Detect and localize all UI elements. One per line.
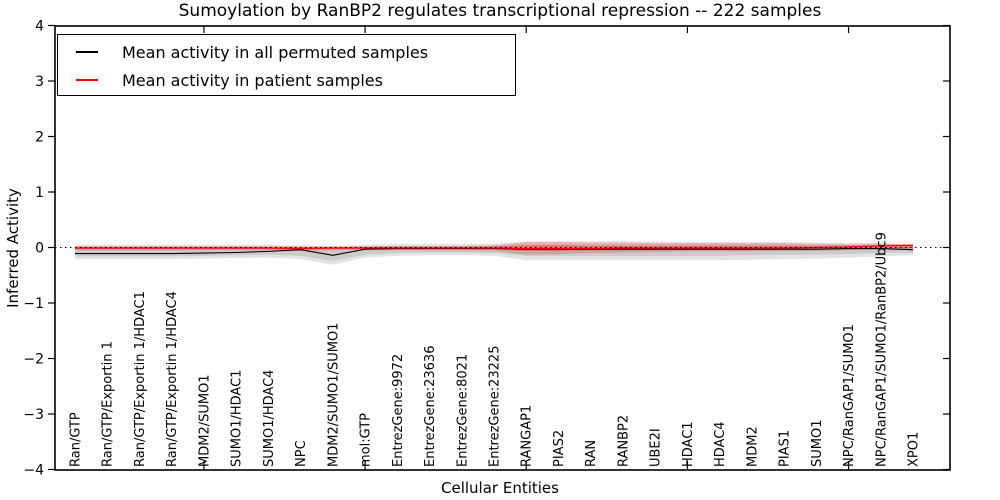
category-label: NPC/RanGAP1/SUMO1 <box>842 324 857 467</box>
legend: Mean activity in all permuted samples Me… <box>57 34 516 96</box>
y-tick-label: 4 <box>35 19 44 35</box>
category-label: HDAC1 <box>681 421 696 467</box>
category-label: NPC/RanGAP1/SUMO1/RanBP2/Ubc9 <box>874 232 889 467</box>
category-label: PIAS1 <box>778 430 793 467</box>
legend-label-patient: Mean activity in patient samples <box>122 70 383 90</box>
category-label: EntrezGene:8021 <box>455 354 470 467</box>
y-tick-label: 2 <box>35 130 44 146</box>
category-label: SUMO1/HDAC1 <box>230 370 245 467</box>
category-label: HDAC4 <box>713 421 728 467</box>
category-label: mol:GTP <box>359 413 374 467</box>
y-tick-label: −1 <box>23 296 44 312</box>
category-label: EntrezGene:23636 <box>423 346 438 467</box>
category-label: EntrezGene:9972 <box>391 354 406 467</box>
series-line-0 <box>75 248 914 256</box>
legend-line-sample-permuted <box>76 51 98 53</box>
category-label: RANBP2 <box>616 415 631 467</box>
category-label: Ran/GTP/Exportin 1/HDAC1 <box>133 291 148 467</box>
category-label: Ran/GTP <box>69 412 84 467</box>
legend-label-permuted: Mean activity in all permuted samples <box>122 42 429 62</box>
y-axis-title: Inferred Activity <box>4 188 22 308</box>
category-label: SUMO1/HDAC4 <box>262 370 277 467</box>
series-line-1 <box>75 244 914 250</box>
chart-title: Sumoylation by RanBP2 regulates transcri… <box>178 1 822 21</box>
category-label: EntrezGene:23225 <box>488 346 503 467</box>
category-label: MDM2/SUMO1 <box>197 374 212 467</box>
category-label: Ran/GTP/Exportin 1/HDAC4 <box>165 291 180 467</box>
y-tick-label: −2 <box>23 352 44 368</box>
x-axis-title: Cellular Entities <box>441 479 559 497</box>
category-label: XPO1 <box>907 432 922 467</box>
category-label: MDM2 <box>745 426 760 467</box>
y-tick-label: −3 <box>23 407 44 423</box>
category-label: MDM2/SUMO1/SUMO1 <box>326 323 341 467</box>
category-label: Ran/GTP/Exportin 1 <box>101 341 116 467</box>
legend-line-sample-patient <box>76 79 98 81</box>
legend-item-patient: Mean activity in patient samples <box>76 66 515 94</box>
category-label: NPC <box>294 440 309 467</box>
band-permuted-range-outer <box>75 241 913 265</box>
category-label: SUMO1 <box>810 420 825 468</box>
y-tick-label: −4 <box>23 463 44 479</box>
y-tick-label: 0 <box>35 241 44 257</box>
category-label: RAN <box>584 440 599 467</box>
y-tick-label: 1 <box>35 185 44 201</box>
category-label: RANGAP1 <box>520 405 535 467</box>
category-label: PIAS2 <box>552 430 567 467</box>
category-label: UBE2I <box>649 428 664 467</box>
legend-item-permuted: Mean activity in all permuted samples <box>76 38 515 66</box>
y-tick-label: 3 <box>35 74 44 90</box>
